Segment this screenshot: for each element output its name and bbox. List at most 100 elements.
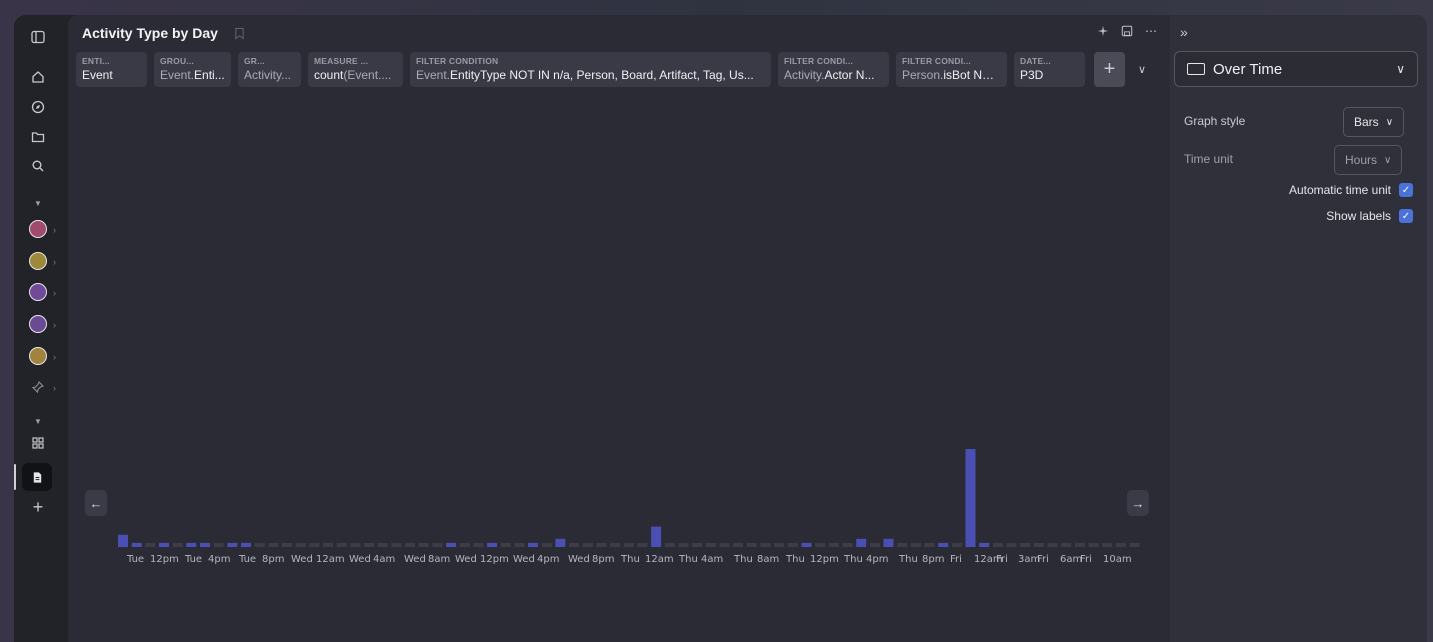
chart-bar[interactable] [651,526,662,547]
chevron-right-icon[interactable]: › [53,383,56,393]
chart-bar[interactable] [500,543,511,547]
search-icon[interactable] [26,154,50,178]
chart-bar[interactable] [186,542,197,547]
chart-bar[interactable] [118,534,128,548]
chart-bar[interactable] [254,543,265,547]
chart-bar[interactable] [473,543,484,547]
chart-bar[interactable] [582,543,593,547]
more-icon[interactable]: ⋯ [1145,24,1157,38]
scroll-left-button[interactable]: ← [85,490,107,516]
chart-bar[interactable] [241,542,251,547]
space-dot-1[interactable] [29,220,47,238]
chart-bar[interactable] [719,543,730,547]
chart-bar[interactable] [610,543,621,547]
bookmark-icon[interactable] [234,27,245,45]
pill-filter-entity-type[interactable]: FILTER CONDITION Event.EntityType NOT IN… [410,52,771,87]
chart-bar[interactable] [446,542,457,547]
chart-bar[interactable] [364,543,375,547]
chart-bar[interactable] [842,543,853,547]
save-icon[interactable] [1120,24,1134,38]
caret-down-icon[interactable]: ▼ [34,416,42,426]
chart-bar[interactable] [1020,543,1031,547]
chart-bar[interactable] [145,543,156,547]
chart-bar[interactable] [910,543,921,547]
chart-bar[interactable] [1088,543,1099,547]
chart-bar[interactable] [213,543,224,547]
graph-style-select[interactable]: Bars ∨ [1343,107,1405,137]
pin-icon[interactable] [26,375,50,399]
chart-bar[interactable] [1047,543,1058,547]
chart-bar[interactable] [200,542,210,547]
chart-bar[interactable] [924,543,935,547]
chart-bar[interactable] [678,543,689,547]
visualization-type-select[interactable]: Over Time ∨ [1174,51,1418,87]
chart-bar[interactable] [828,543,839,547]
chart-bar[interactable] [664,543,675,547]
grid-icon[interactable] [26,431,50,455]
chart-bar[interactable] [965,449,976,547]
chart-bar[interactable] [787,543,798,547]
chart-bar[interactable] [418,543,429,547]
pill-date[interactable]: DATE... P3D [1014,52,1085,87]
chart-bar[interactable] [1006,543,1017,547]
chart-bar[interactable] [1033,543,1044,547]
automatic-time-unit-checkbox[interactable]: ✓ [1399,183,1413,197]
chart-bar[interactable] [801,542,812,547]
chevron-right-icon[interactable]: › [53,225,56,235]
chart-bar[interactable] [432,543,443,547]
chart-bar[interactable] [883,538,894,547]
document-icon[interactable] [22,463,52,491]
chart-bar[interactable] [760,543,771,547]
chart-bar[interactable] [692,543,703,547]
space-dot-4[interactable] [29,315,47,333]
add-filter-button[interactable]: + [1094,52,1125,87]
chart-bar[interactable] [309,543,320,547]
folder-icon[interactable] [26,125,50,149]
chart-bar[interactable] [487,542,498,547]
chart-bar[interactable] [705,543,716,547]
chevron-right-icon[interactable]: › [53,352,56,362]
chart-bar[interactable] [282,543,292,547]
chart-bar[interactable] [596,543,607,547]
chart-bar[interactable] [774,543,785,547]
chevron-right-icon[interactable]: › [53,288,56,298]
sparkle-icon[interactable] [1096,24,1110,38]
chart-bar[interactable] [869,543,880,547]
chart-bar[interactable] [350,543,361,547]
chart-bar[interactable] [569,543,580,547]
pill-group[interactable]: GROU... Event.Enti... [154,52,231,87]
pill-measure[interactable]: MEASURE ... count(Event.... [308,52,403,87]
chart-bar[interactable] [555,538,566,547]
chart-bar[interactable] [897,543,908,547]
time-unit-select[interactable]: Hours ∨ [1334,145,1403,175]
chart-bar[interactable] [172,543,183,547]
chart-bar[interactable] [623,543,634,547]
chart-bar[interactable] [856,538,867,547]
scroll-right-button[interactable]: → [1127,490,1149,516]
space-dot-3[interactable] [29,283,47,301]
chart-bar[interactable] [979,542,990,547]
caret-down-icon[interactable]: ▼ [34,198,42,208]
sidebar-toggle-icon[interactable] [26,25,50,49]
pill-entity[interactable]: ENTI... Event [76,52,147,87]
chart-bar[interactable] [746,543,757,547]
chart-bar[interactable] [1115,543,1126,547]
add-icon[interactable]: + [32,496,44,517]
chart-bar[interactable] [1061,543,1072,547]
chart-bar[interactable] [295,543,306,547]
show-labels-checkbox[interactable]: ✓ [1399,209,1413,223]
space-dot-2[interactable] [29,252,47,270]
space-dot-5[interactable] [29,347,47,365]
chart-bar[interactable] [637,543,648,547]
chart-bar[interactable] [1102,543,1113,547]
chart-bar[interactable] [1129,543,1140,547]
chart-bar[interactable] [377,543,388,547]
chevron-right-icon[interactable]: › [53,320,56,330]
chart-bar[interactable] [541,543,552,547]
collapse-panel-icon[interactable]: » [1180,24,1188,40]
chart-bar[interactable] [131,542,142,547]
chart-bar[interactable] [528,542,539,547]
chart-bar[interactable] [815,543,826,547]
chart-bar[interactable] [405,543,416,547]
chart-bar[interactable] [733,543,744,547]
